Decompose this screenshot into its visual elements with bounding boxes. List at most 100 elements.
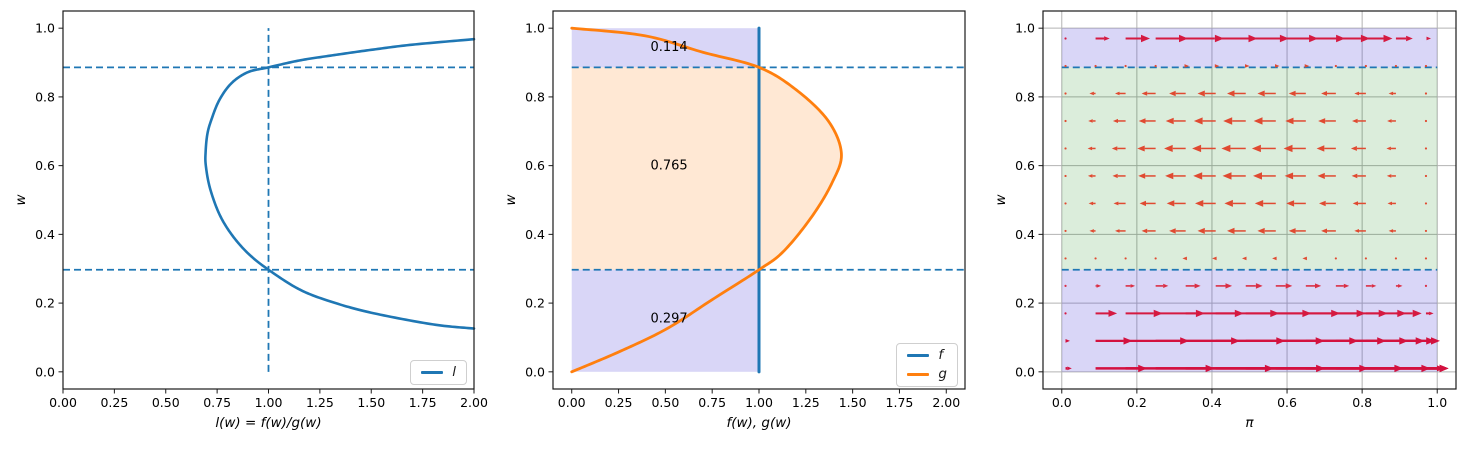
quiver-row [1064,283,1428,289]
quiver-dot [1064,64,1067,68]
quiver-dot [1394,64,1398,68]
legend-entry-f: f [907,347,947,363]
quiver-head [1212,256,1217,261]
quiver-dot [1424,92,1428,95]
quiver-head [1087,174,1093,178]
quiver-head [1272,256,1277,261]
y-tick-label: 0.2 [35,296,55,311]
quiver-head [1321,91,1327,96]
x-tick-label: 0.25 [100,395,128,410]
quiver-head [1087,146,1093,151]
quiver-head [1275,64,1280,68]
quiver-head [1223,117,1233,125]
quiver-head [1383,34,1393,43]
quiver-dot [1124,64,1127,68]
quiver-row [1064,90,1428,97]
quiver-head [1130,284,1136,288]
quiver-dot [1064,284,1067,288]
y-tick-label: 1.0 [35,21,55,36]
quiver-head [1433,338,1440,343]
quiver-head [1224,199,1233,207]
quiver-dot [1064,202,1067,205]
quiver-row [1065,364,1449,373]
quiver-head [1360,34,1370,43]
quiver-head [1254,200,1264,207]
quiver-head [1088,201,1094,206]
quiver-head [1317,172,1325,179]
quiver-head [1193,117,1203,125]
quiver-head [1164,144,1173,152]
quiver-head [1315,283,1322,289]
subplot-ratio: 0.00 0.25 0.50 0.75 1.00 1.25 1.50 1.75 2.00 0.0 0… [13,10,488,431]
area-fill-curve [571,67,842,270]
quiver-head [1387,201,1392,206]
quiver-head [1242,256,1247,261]
quiver-dot [1424,229,1428,233]
quiver-head [1141,34,1150,43]
legend-line-swatch [907,372,930,376]
quiver-dot [1424,64,1428,68]
y-tick-label: 0.0 [525,364,545,379]
y-tick-label: 0.0 [1015,364,1035,379]
y-tick-label: 0.8 [1015,89,1035,104]
x-tick-label: 1.00 [745,395,773,410]
quiver-dot [1334,257,1337,260]
quiver-head [1197,90,1205,97]
y-tick-label: 0.8 [525,89,545,104]
quiver-dot [1064,229,1067,233]
quiver-head [1257,90,1265,97]
legend-label: g [938,365,947,382]
quiver-head [1166,200,1175,207]
quiver-dot [1064,147,1067,150]
x-tick-label: 0.4 [1202,395,1222,410]
legend-label: f [938,347,944,363]
quiver-head [1227,227,1235,234]
quiver-head [1343,283,1350,289]
axes-spines [1042,10,1457,390]
y-axis-label: w [13,194,29,206]
quiver-head [1104,36,1110,41]
quiver-row [1064,144,1428,153]
quiver-head [1288,90,1296,97]
y-tick-label: 0.4 [35,227,55,242]
quiver-dot [1154,64,1157,68]
quiver-head [1111,146,1118,151]
x-tick-label: 0.8 [1352,395,1372,410]
quiver-row [1064,64,1428,68]
quiver-head [1193,172,1203,180]
region-band [1061,28,1438,68]
quiver-head [1319,200,1326,207]
quiver-head [1165,117,1174,125]
y-axis-label: w [503,194,519,206]
quiver-head [1089,91,1094,96]
quiver-head [1141,91,1148,96]
quiver-head [1386,146,1391,151]
quiver-head [1096,284,1102,288]
y-tick-label: 0.0 [35,364,55,379]
quiver-row [1064,227,1428,234]
quiver-dot [1394,257,1398,260]
quiver-head [1386,174,1392,178]
area-fill-rect [571,269,759,372]
x-tick-label: 0.00 [49,395,77,410]
quiver-head [1112,173,1118,179]
quiver-head [1321,228,1327,234]
subplot-f-g: 0.114 0.765 0.297 0.00 0.25 0.50 0.75 1.00 1.25 1… [503,10,966,431]
area-value-label: 0.114 [650,40,687,55]
quiver-row [1064,117,1428,125]
area-value-label: 0.297 [650,312,687,327]
quiver-head [1354,229,1359,233]
legend-ratio: l [410,359,467,385]
quiver-head [1350,146,1357,151]
quiver-head [1284,172,1294,180]
quiver-dot [1334,64,1337,68]
quiver-head [1184,64,1189,68]
x-tick-label: 1.50 [357,395,385,410]
y-tick-label: 0.2 [525,296,545,311]
quiver-dot [1364,64,1367,68]
quiver-head [1245,64,1250,68]
quiver-head [1253,172,1262,180]
legend-entry-g: g [907,365,947,382]
area-fill-rect [571,28,759,68]
